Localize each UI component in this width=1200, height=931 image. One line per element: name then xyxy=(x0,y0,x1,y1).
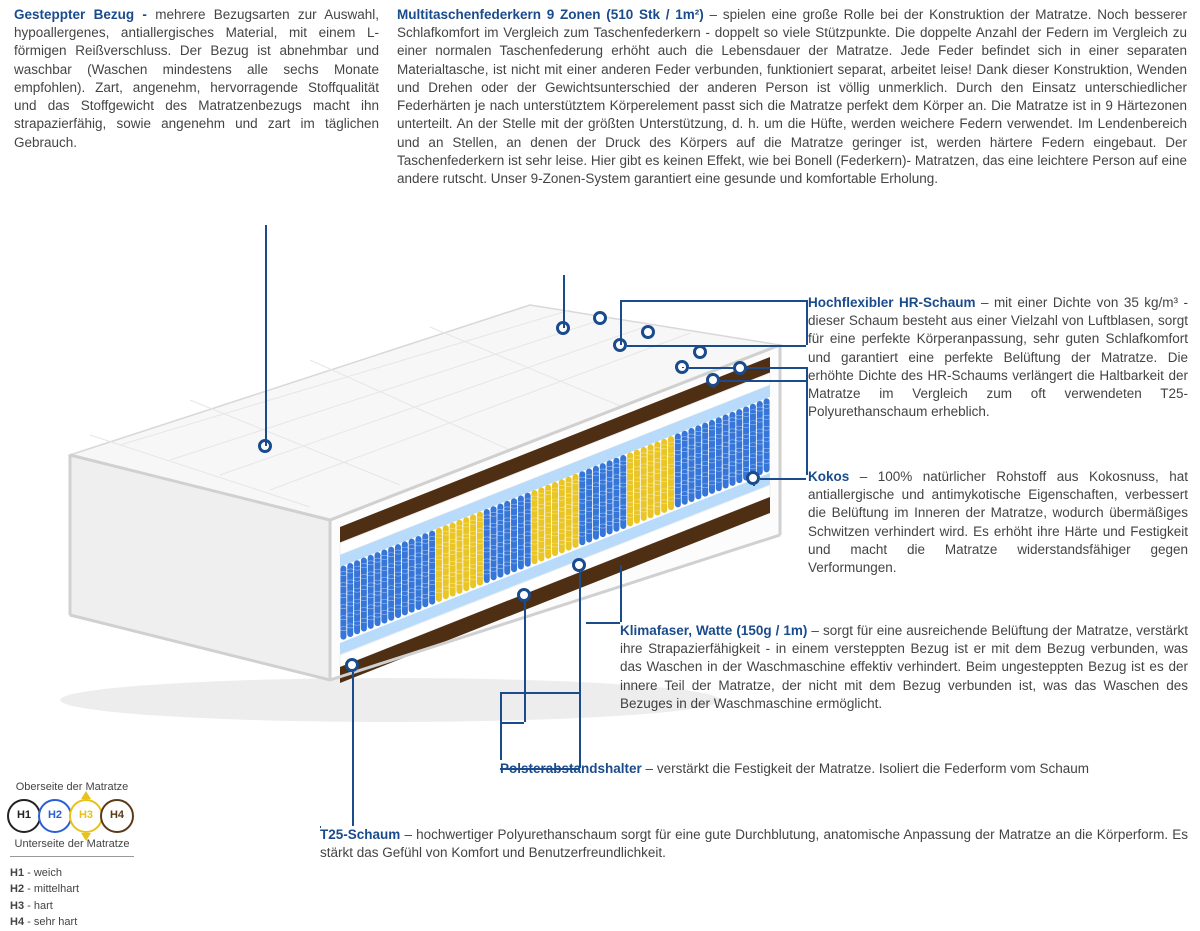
section-hrschaum: Hochflexibler HR-Schaum – mit einer Dich… xyxy=(808,294,1188,422)
p-dot xyxy=(733,361,747,375)
text-bezug: mehrere Bezugsarten zur Auswahl, hypoall… xyxy=(14,7,379,150)
legend-def-h2: H2 - mittelhart xyxy=(10,881,134,898)
legend-circle-h4: H4 xyxy=(100,799,134,833)
legend-circle-h2: H2 xyxy=(38,799,72,833)
title-hrschaum: Hochflexibler HR-Schaum xyxy=(808,295,976,310)
p-kokos2 xyxy=(746,471,760,485)
p-t25side xyxy=(345,658,359,672)
title-kokos: Kokos xyxy=(808,469,849,484)
text-kokos: 100% natürlicher Rohstoff aus Kokosnuss,… xyxy=(808,469,1188,575)
legend-circle-h3: H3 xyxy=(69,799,103,833)
legend-def-h1: H1 - weich xyxy=(10,865,134,882)
title-t25: T25-Schaum xyxy=(320,827,400,842)
text-federkern: spielen eine große Rolle bei der Konstru… xyxy=(397,7,1187,186)
title-bezug: Gesteppter Bezug - xyxy=(14,7,147,22)
text-polster: verstärkt die Festigkeit der Matratze. I… xyxy=(657,761,1089,776)
legend-def-h3: H3 - hart xyxy=(10,898,134,915)
text-t25: hochwertiger Polyurethanschaum sorgt für… xyxy=(320,827,1188,860)
section-federkern: Multitaschenfederkern 9 Zonen (510 Stk /… xyxy=(397,6,1187,188)
legend-def-h4: H4 - sehr hart xyxy=(10,914,134,931)
p-dot xyxy=(693,345,707,359)
hardness-legend: Oberseite der Matratze H1H2H3H4 Untersei… xyxy=(10,780,134,931)
section-polster: Polsterabstandshalter – verstärkt die Fe… xyxy=(500,760,1188,778)
p-t25bottom xyxy=(517,588,531,602)
section-t25: T25-Schaum – hochwertiger Polyurethansch… xyxy=(320,826,1188,862)
text-hrschaum: mit einer Dichte von 35 kg/m³ - dieser S… xyxy=(808,295,1188,419)
legend-circle-h1: H1 xyxy=(7,799,41,833)
p-dot xyxy=(593,311,607,325)
mattress-diagram xyxy=(10,285,790,725)
title-federkern: Multitaschenfederkern 9 Zonen (510 Stk /… xyxy=(397,7,704,22)
section-kokos: Kokos – 100% natürlicher Rohstoff aus Ko… xyxy=(808,468,1188,577)
p-polster xyxy=(572,558,586,572)
section-bezug: Gesteppter Bezug - mehrere Bezugsarten z… xyxy=(14,6,379,152)
p-klimafaser xyxy=(706,373,720,387)
p-dot xyxy=(641,325,655,339)
